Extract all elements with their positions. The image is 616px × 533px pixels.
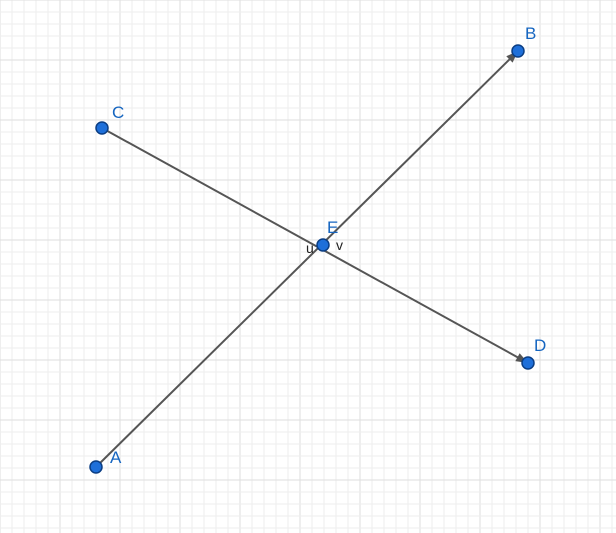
point-label-A: A [110, 448, 122, 467]
point-A [90, 461, 102, 473]
point-label-C: C [112, 103, 124, 122]
point-label-E: E [327, 218, 338, 237]
point-B [512, 45, 524, 57]
canvas-background [0, 0, 616, 533]
point-C [96, 122, 108, 134]
angle-label-v: v [336, 237, 343, 253]
point-label-D: D [534, 336, 546, 355]
point-E [317, 239, 329, 251]
angle-label-u: u [306, 240, 314, 256]
point-D [522, 357, 534, 369]
point-label-B: B [525, 24, 536, 43]
geometry-canvas: A B C D Eu v [0, 0, 616, 533]
